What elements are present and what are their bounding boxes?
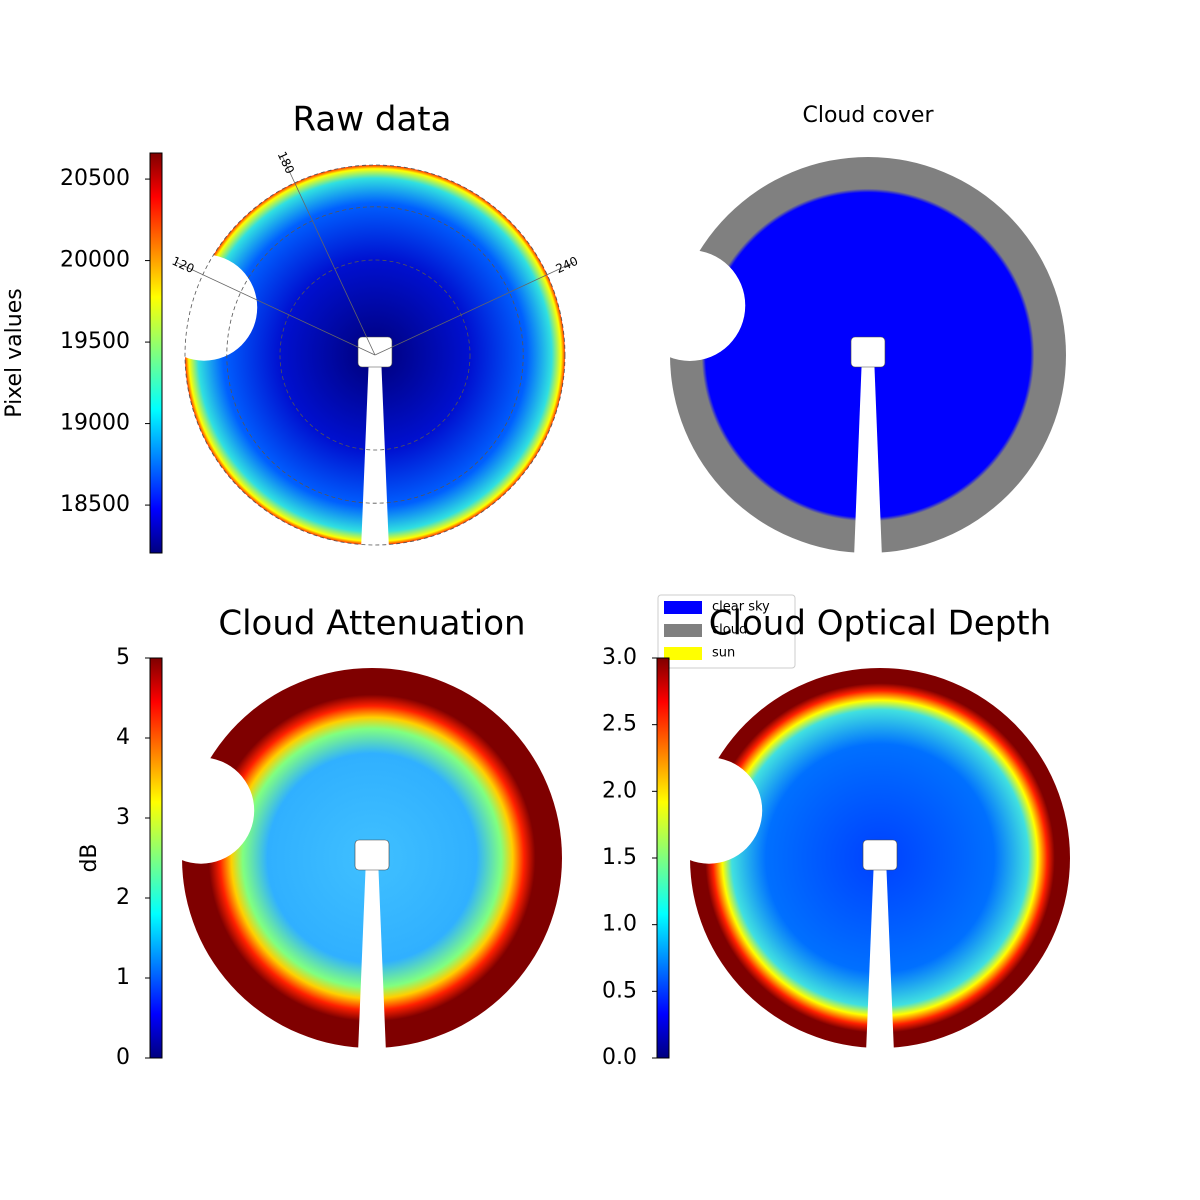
colorbar-tick-label: 20500 <box>60 166 130 191</box>
colorbar <box>656 657 670 1059</box>
polar-spoke <box>281 155 376 356</box>
colorbar-tick-label: 1.0 <box>602 912 637 937</box>
colorbar-tick-label: 3.0 <box>602 645 637 670</box>
colorbar-tick-label: 4 <box>116 725 130 750</box>
pole-mask <box>854 355 882 558</box>
legend-swatch <box>664 601 702 614</box>
image-mask <box>147 757 255 864</box>
polar-label: 180 <box>275 149 297 176</box>
pole-mask <box>866 858 894 1053</box>
colorbar <box>149 657 163 1059</box>
colorbar-tick-label: 5 <box>116 645 130 670</box>
colorbar-label: Pixel values <box>2 288 27 417</box>
polar-spoke <box>374 261 575 356</box>
polar-label: 240 <box>554 254 581 276</box>
colorbar-tick-label: 1.5 <box>602 845 637 870</box>
image-mask <box>634 250 746 361</box>
polar-ring <box>279 259 471 451</box>
colorbar <box>149 152 163 554</box>
colorbar-tick-label: 0.0 <box>602 1045 637 1070</box>
image-mask <box>150 254 258 361</box>
colorbar-label: dB <box>77 843 102 872</box>
panel-title: Cloud Attenuation <box>218 604 525 644</box>
colorbar-tick-label: 19500 <box>60 329 130 354</box>
polar-spoke <box>175 261 376 356</box>
colorbar-tick-label: 3 <box>116 805 130 830</box>
pole-mask <box>361 355 389 550</box>
pole-mount <box>357 336 393 368</box>
colorbar-tick-label: 2 <box>116 885 130 910</box>
colorbar-tick-label: 0 <box>116 1045 130 1070</box>
pole-mount <box>354 839 390 871</box>
legend-label: cloud <box>712 623 747 638</box>
image-mask <box>655 757 763 864</box>
pole-mount <box>862 839 898 871</box>
legend-swatch <box>664 647 702 660</box>
pole-mount <box>850 336 886 368</box>
colorbar-tick-label: 20000 <box>60 248 130 273</box>
colorbar-tick-label: 18500 <box>60 492 130 517</box>
legend-label: clear sky <box>712 600 770 615</box>
colorbar-tick-label: 2.5 <box>602 712 637 737</box>
legend-swatch <box>664 624 702 637</box>
colorbar-tick-label: 19000 <box>60 411 130 436</box>
panel-title: Raw data <box>293 100 452 140</box>
legend: clear sky cloud sun <box>657 594 796 669</box>
pole-mask <box>358 858 386 1053</box>
panel-title: Cloud Optical Depth <box>709 604 1051 644</box>
polar-ring <box>226 206 524 504</box>
legend-label: sun <box>712 646 735 661</box>
colorbar-tick-label: 2.0 <box>602 778 637 803</box>
panel-title: Cloud cover <box>803 103 935 128</box>
colorbar-tick-label: 1 <box>116 965 130 990</box>
polar-ring <box>184 164 566 546</box>
colorbar-tick-label: 0.5 <box>602 978 637 1003</box>
